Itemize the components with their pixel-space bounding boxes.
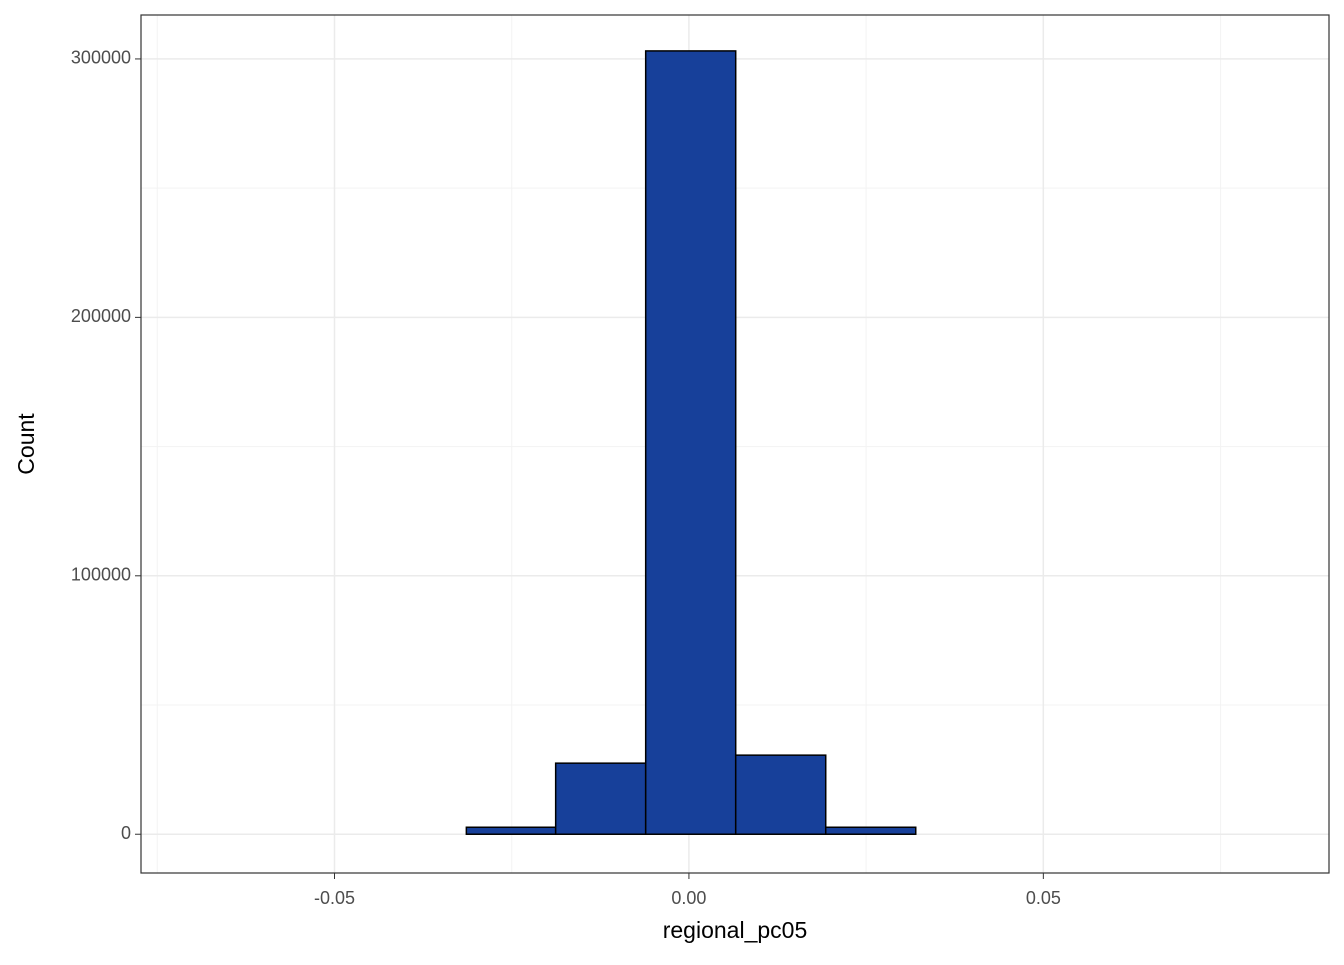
x-axis-title: regional_pc05 [663,917,808,943]
plot-border [140,14,1330,874]
bar [644,50,737,835]
x-tick-label: 0.00 [671,888,706,908]
bar [824,826,917,835]
y-tick-label: 100000 [71,565,131,585]
y-tick-label: 200000 [71,306,131,326]
bar [465,826,557,835]
x-tick-label: -0.05 [314,888,355,908]
x-tick-label: 0.05 [1026,888,1061,908]
y-tick-label: 300000 [71,48,131,68]
y-axis-title: Count [13,413,39,475]
y-tick-label: 0 [121,823,131,843]
bar [554,762,647,835]
bar [734,754,827,835]
